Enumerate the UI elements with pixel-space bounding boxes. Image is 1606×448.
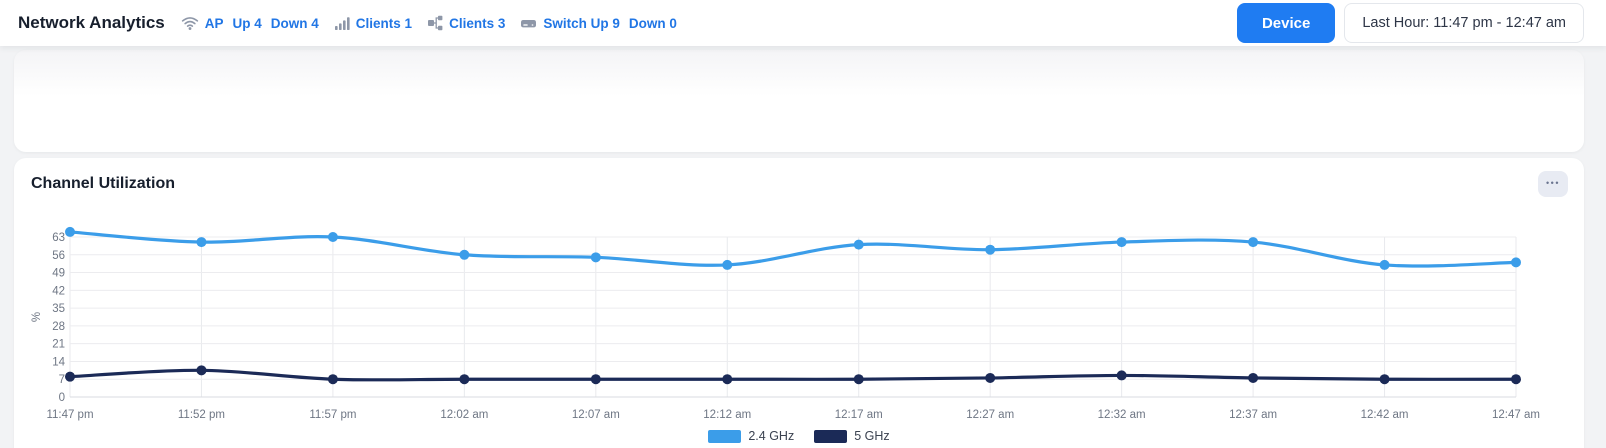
svg-text:14: 14 [52,356,65,368]
svg-text:12:17 am: 12:17 am [835,409,883,421]
svg-text:12:12 am: 12:12 am [703,409,751,421]
svg-text:56: 56 [52,250,65,262]
svg-text:12:37 am: 12:37 am [1229,409,1277,421]
switch-up-count: Switch Up 9 [543,15,620,31]
ap-label: AP [204,15,224,31]
chart-area: 0 7 14 21 28 35 42 49 56 63 11:47 pm 11:52 pm 11:57 … [14,215,1584,443]
time-range-selector[interactable]: Last Hour: 11:47 pm - 12:47 am [1344,3,1584,43]
svg-text:35: 35 [52,303,65,315]
ap-status[interactable]: AP Up 4 Down 4 [181,14,319,32]
svg-text:63: 63 [52,232,65,244]
svg-text:11:57 pm: 11:57 pm [309,409,356,421]
svg-text:12:32 am: 12:32 am [1098,409,1146,421]
svg-text:28: 28 [52,321,65,333]
svg-text:21: 21 [52,339,65,351]
ap-down-count: Down 4 [270,15,319,31]
svg-text:%: % [31,312,43,322]
header-actions: Device Last Hour: 11:47 pm - 12:47 am [1236,3,1584,43]
ap-up-count: Up 4 [232,15,262,31]
switch-icon [521,19,537,27]
svg-text:12:02 am: 12:02 am [440,409,488,421]
topology-icon [428,15,443,31]
svg-text:11:47 pm: 11:47 pm [46,409,93,421]
svg-text:7: 7 [59,374,65,386]
utilization-chart: 0 7 14 21 28 35 42 49 56 63 11:47 pm 11:52 pm 11:57 … [31,226,1540,421]
svg-text:12:42 am: 12:42 am [1361,409,1409,421]
empty-panel [14,50,1584,152]
wired-clients-status[interactable]: Clients 3 [427,15,505,31]
wifi-icon [181,17,198,30]
svg-text:42: 42 [52,285,65,297]
legend-swatch-5-ghz [814,429,848,443]
legend-label-5-ghz: 5 GHz [854,429,890,443]
more-options-button[interactable]: ••• [1538,171,1568,197]
svg-text:11:52 pm: 11:52 pm [178,409,225,421]
legend-item-5-ghz[interactable]: 5 GHz [814,429,890,443]
panel-title: Channel Utilization [31,175,175,192]
switch-status[interactable]: Switch Up 9 Down 0 [520,15,677,32]
wireless-clients-count: Clients 1 [355,15,413,31]
legend-label-2-4-ghz: 2.4 GHz [748,429,795,443]
wireless-clients-status[interactable]: Clients 1 [334,15,412,31]
svg-text:49: 49 [52,268,65,280]
device-button[interactable]: Device [1236,3,1336,43]
page-title: Network Analytics [18,13,165,32]
svg-text:12:07 am: 12:07 am [572,409,620,421]
channel-utilization-panel: Channel Utilization ••• 0 7 14 21 28 35 42 49 56… [14,158,1584,448]
svg-text:0: 0 [59,392,65,404]
chart-legend: 2.4 GHz 5 GHz [14,429,1584,443]
ellipsis-icon: ••• [1546,178,1560,188]
legend-item-2-4-ghz[interactable]: 2.4 GHz [708,429,794,443]
svg-text:12:27 am: 12:27 am [966,409,1014,421]
svg-text:12:47 am: 12:47 am [1492,409,1540,421]
signal-bars-icon [334,17,350,30]
header: Network Analytics AP Up 4 Down 4 Clients… [0,0,1606,46]
switch-down-count: Down 0 [628,15,677,31]
header-stats: AP Up 4 Down 4 Clients 1 Clients 3 [181,14,677,32]
legend-swatch-2-4-ghz [708,429,742,443]
wired-clients-count: Clients 3 [449,15,506,31]
